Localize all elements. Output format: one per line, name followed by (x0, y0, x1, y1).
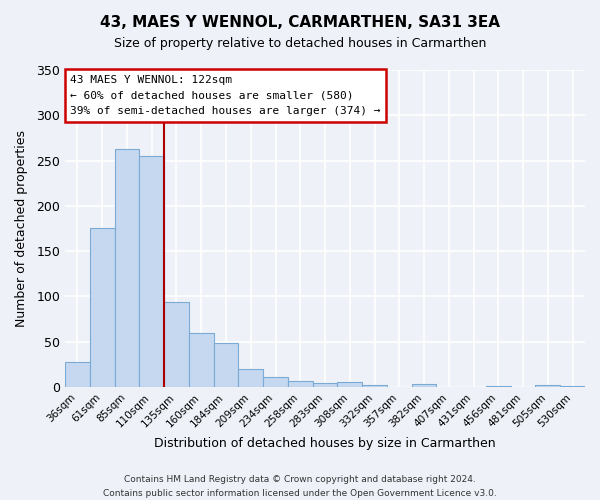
Text: 43 MAES Y WENNOL: 122sqm
← 60% of detached houses are smaller (580)
39% of semi-: 43 MAES Y WENNOL: 122sqm ← 60% of detach… (70, 75, 381, 116)
Bar (313, 384, 337, 387)
Y-axis label: Number of detached properties: Number of detached properties (15, 130, 28, 327)
Bar (238, 369, 263, 387)
Bar (412, 384, 436, 387)
Bar (263, 377, 288, 387)
Bar (362, 385, 387, 387)
Bar (189, 332, 214, 387)
Bar (214, 344, 238, 387)
Bar (337, 382, 362, 387)
Bar (164, 302, 189, 387)
Text: 43, MAES Y WENNOL, CARMARTHEN, SA31 3EA: 43, MAES Y WENNOL, CARMARTHEN, SA31 3EA (100, 15, 500, 30)
Bar (139, 156, 164, 387)
Text: Size of property relative to detached houses in Carmarthen: Size of property relative to detached ho… (114, 38, 486, 51)
Text: Contains HM Land Registry data © Crown copyright and database right 2024.
Contai: Contains HM Land Registry data © Crown c… (103, 476, 497, 498)
Bar (115, 149, 139, 387)
Bar (288, 380, 313, 387)
Bar (486, 386, 511, 387)
Bar (65, 362, 90, 387)
Bar (560, 386, 585, 387)
X-axis label: Distribution of detached houses by size in Carmarthen: Distribution of detached houses by size … (154, 437, 496, 450)
Bar (90, 228, 115, 387)
Bar (535, 385, 560, 387)
